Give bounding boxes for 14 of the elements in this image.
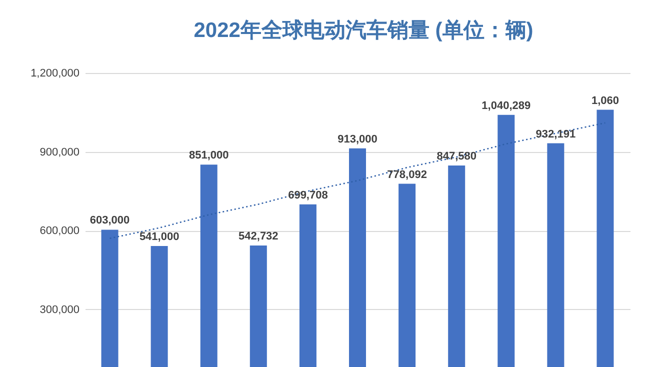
y-tick-label: 1,200,000 xyxy=(30,68,80,80)
data-label: 699,708 xyxy=(288,189,328,202)
y-tick-label: 600,000 xyxy=(40,225,80,237)
data-label: 603,000 xyxy=(90,214,130,227)
data-label: 851,000 xyxy=(188,150,229,162)
data-label: 541,000 xyxy=(139,230,180,243)
data-label: 913,000 xyxy=(338,133,378,146)
y-tick-label: 300,000 xyxy=(40,304,80,316)
y-tick-label: 900,000 xyxy=(40,146,80,158)
data-label: 1,040,289 xyxy=(482,100,531,112)
data-label: 778,092 xyxy=(387,168,427,181)
annotation: 1,060 xyxy=(591,94,619,107)
data-label: 542,732 xyxy=(238,230,278,243)
chart-title: 2022年全球电动汽车销量 (单位：辆) xyxy=(194,18,534,42)
